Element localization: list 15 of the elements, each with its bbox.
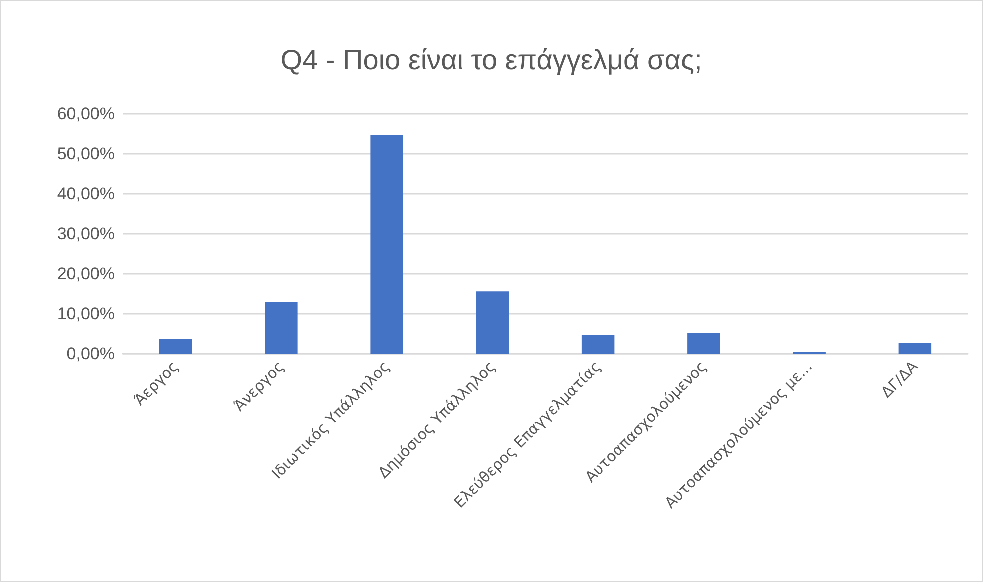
- y-tick-label: 0,00%: [66, 344, 115, 364]
- y-tick-label: 10,00%: [57, 304, 115, 324]
- bar: [898, 343, 932, 354]
- y-tick-label: 50,00%: [57, 144, 115, 164]
- y-tick-label: 60,00%: [57, 104, 115, 124]
- y-tick-label: 30,00%: [57, 224, 115, 244]
- bar: [159, 339, 192, 354]
- bar: [476, 292, 510, 354]
- bar: [582, 335, 615, 354]
- bar: [265, 302, 298, 354]
- y-tick-label: 20,00%: [57, 264, 115, 284]
- y-tick-label: 40,00%: [57, 184, 115, 204]
- bar: [370, 135, 404, 354]
- chart-title: Q4 - Ποιο είναι το επάγγελμά σας;: [280, 44, 702, 76]
- bar: [688, 333, 720, 354]
